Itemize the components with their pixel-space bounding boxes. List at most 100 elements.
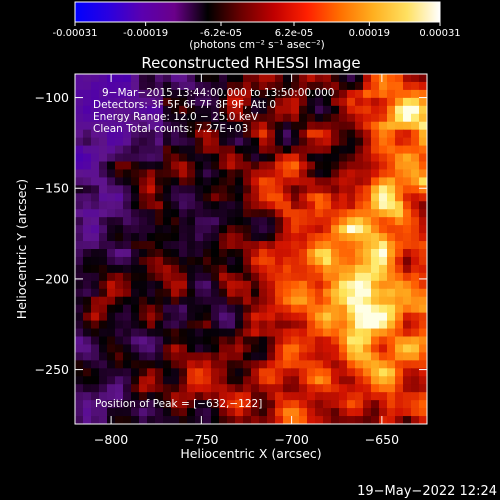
heatmap-cell <box>131 280 140 290</box>
heatmap-cell <box>99 241 108 250</box>
heatmap-cell <box>107 153 116 163</box>
heatmap-cell <box>339 264 348 274</box>
heatmap-cell <box>227 241 236 250</box>
heatmap-cell <box>283 392 292 401</box>
heatmap-cell <box>379 384 388 393</box>
heatmap-cell <box>227 97 236 107</box>
heatmap-cell <box>259 264 268 274</box>
heatmap-cell <box>179 352 188 361</box>
heatmap-cell <box>323 368 332 377</box>
heatmap-cell <box>347 280 356 290</box>
heatmap-cell <box>259 105 268 115</box>
heatmap-cell <box>203 376 212 385</box>
heatmap-cell <box>371 74 380 83</box>
heatmap-cell <box>107 225 116 234</box>
heatmap-cell <box>83 392 92 401</box>
heatmap-cell <box>251 113 260 123</box>
heatmap-cell <box>163 344 172 353</box>
heatmap-cell <box>227 121 236 131</box>
heatmap-cell <box>107 320 116 330</box>
heatmap-cell <box>403 241 412 250</box>
heatmap-cell <box>131 74 140 83</box>
heatmap-cell <box>347 400 356 409</box>
heatmap-cell <box>419 89 427 99</box>
heatmap-cell <box>171 264 180 274</box>
heatmap-cell <box>387 113 396 123</box>
heatmap-cell <box>275 145 284 155</box>
heatmap-cell <box>131 177 140 186</box>
heatmap-cell <box>123 185 132 194</box>
heatmap-cell <box>371 416 380 424</box>
heatmap-cell <box>347 288 356 298</box>
heatmap-cell <box>179 360 188 369</box>
heatmap-cell <box>187 137 196 147</box>
heatmap-cell <box>195 201 204 210</box>
heatmap-cell <box>163 360 172 369</box>
heatmap-cell <box>131 296 140 306</box>
heatmap-cell <box>195 280 204 290</box>
heatmap-cell <box>139 344 148 353</box>
heatmap-cell <box>379 328 388 338</box>
heatmap-cell <box>219 264 228 274</box>
heatmap-cell <box>251 153 260 163</box>
heatmap-cell <box>339 416 348 424</box>
heatmap-cell <box>131 233 140 242</box>
heatmap-cell <box>235 137 244 147</box>
heatmap-cell <box>147 408 156 417</box>
heatmap-cell <box>179 129 188 139</box>
heatmap-cell <box>299 225 308 234</box>
heatmap-cell <box>403 304 412 314</box>
heatmap-cell <box>259 328 268 338</box>
heatmap-cell <box>115 376 124 385</box>
heatmap-cell <box>235 280 244 290</box>
heatmap-cell <box>75 217 84 226</box>
heatmap-cell <box>419 81 427 91</box>
heatmap-cell <box>195 241 204 250</box>
heatmap-cell <box>123 296 132 306</box>
heatmap-cell <box>75 113 84 123</box>
heatmap-cell <box>387 320 396 330</box>
heatmap-cell <box>283 304 292 314</box>
heatmap-cell <box>251 201 260 210</box>
heatmap-cell <box>403 360 412 369</box>
heatmap-cell <box>219 376 228 385</box>
heatmap-cell <box>267 320 276 330</box>
heatmap-cell <box>323 249 332 258</box>
heatmap-cell <box>171 304 180 314</box>
heatmap-cell <box>323 416 332 424</box>
heatmap-cell <box>307 376 316 385</box>
heatmap-cell <box>83 400 92 409</box>
heatmap-cell <box>307 193 316 202</box>
heatmap-cell <box>179 89 188 99</box>
heatmap-cell <box>323 129 332 139</box>
heatmap-cell <box>339 89 348 99</box>
heatmap-cell <box>115 74 124 83</box>
heatmap-cell <box>75 288 84 298</box>
heatmap-cell <box>403 209 412 218</box>
heatmap-cell <box>155 328 164 338</box>
heatmap-cell <box>187 264 196 274</box>
heatmap-cell <box>99 392 108 401</box>
heatmap-cell <box>155 113 164 123</box>
heatmap-cell <box>411 193 420 202</box>
heatmap-cell <box>235 121 244 131</box>
heatmap-cell <box>387 416 396 424</box>
heatmap-cell <box>107 209 116 218</box>
heatmap-cell <box>155 209 164 218</box>
heatmap-cell <box>219 328 228 338</box>
heatmap-cell <box>363 105 372 115</box>
heatmap-cell <box>139 161 148 171</box>
heatmap-cell <box>187 344 196 353</box>
heatmap-cell <box>403 352 412 361</box>
heatmap-cell <box>363 137 372 147</box>
heatmap-cell <box>75 233 84 242</box>
heatmap-cell <box>219 249 228 258</box>
heatmap-cell <box>323 296 332 306</box>
heatmap-cell <box>131 360 140 369</box>
heatmap-cell <box>115 129 124 139</box>
heatmap-cell <box>315 249 324 258</box>
heatmap-cell <box>275 360 284 369</box>
heatmap-cell <box>195 169 204 178</box>
heatmap-cell <box>355 368 364 377</box>
heatmap-cell <box>251 320 260 330</box>
